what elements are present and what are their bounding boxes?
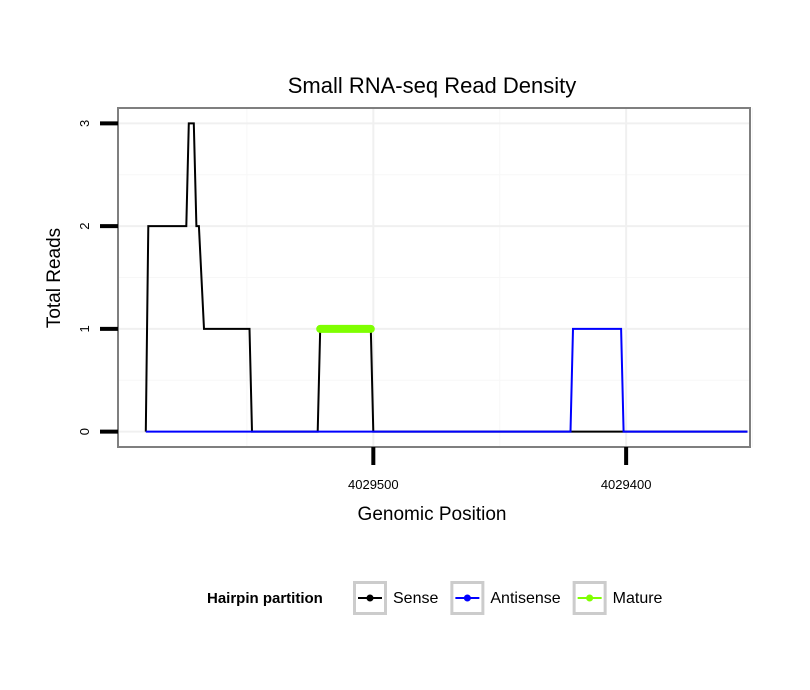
legend-item-antisense: Antisense (450, 581, 561, 615)
x-axis-label: Genomic Position (358, 504, 507, 525)
legend-key-marker (366, 594, 374, 602)
x-tick-label: 4029500 (348, 477, 399, 492)
legend-item-sense: Sense (353, 581, 438, 615)
y-tick-label: 3 (77, 120, 92, 127)
legend-label: Mature (613, 590, 663, 607)
x-tick-label: 4029400 (601, 477, 652, 492)
legend: Hairpin partition Sense Antisense Mature (207, 581, 663, 615)
y-tick-label: 2 (77, 223, 92, 230)
legend-key-marker (586, 594, 594, 602)
y-axis: 0 1 2 3 (77, 120, 118, 435)
legend-title: Hairpin partition (207, 590, 323, 607)
legend-entries: Sense Antisense Mature (353, 581, 663, 615)
series-line-antisense (145, 327, 748, 433)
legend-item-mature: Mature (572, 581, 663, 615)
chart-title: Small RNA-seq Read Density (288, 73, 577, 98)
y-tick-label: 1 (77, 325, 92, 332)
y-tick-label: 0 (77, 428, 92, 435)
legend-label: Antisense (490, 590, 560, 607)
legend-key-marker (463, 594, 471, 602)
legend-label: Sense (393, 590, 438, 607)
x-axis: 4029500 4029400 (348, 447, 651, 492)
plot-border (117, 107, 751, 448)
series-layer (144, 122, 748, 433)
y-axis-label: Total Reads (44, 228, 65, 328)
